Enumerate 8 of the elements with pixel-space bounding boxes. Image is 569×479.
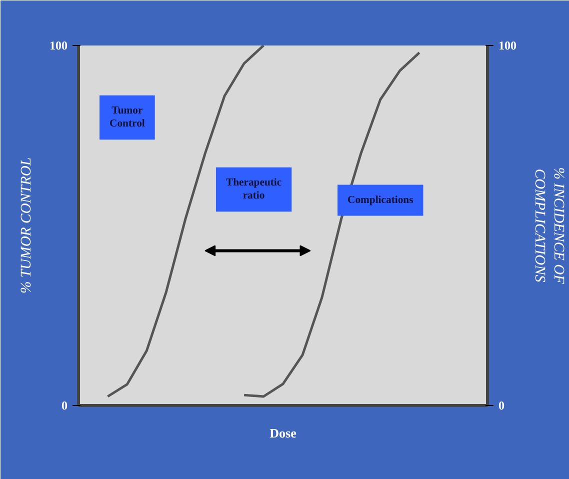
y2-tick-label: 100: [498, 38, 516, 52]
annotation: Complications: [348, 194, 414, 206]
x-axis-title: Dose: [270, 426, 297, 440]
y-axis-title: % TUMOR CONTROL: [18, 157, 34, 294]
annotation: Therapeutic ratio: [226, 177, 282, 202]
y2-axis-title: % INCIDENCE OF COMPLICATIONS: [532, 167, 567, 285]
y2-tick-label: 0: [498, 398, 504, 412]
annotation: Tumor Control: [110, 105, 145, 130]
